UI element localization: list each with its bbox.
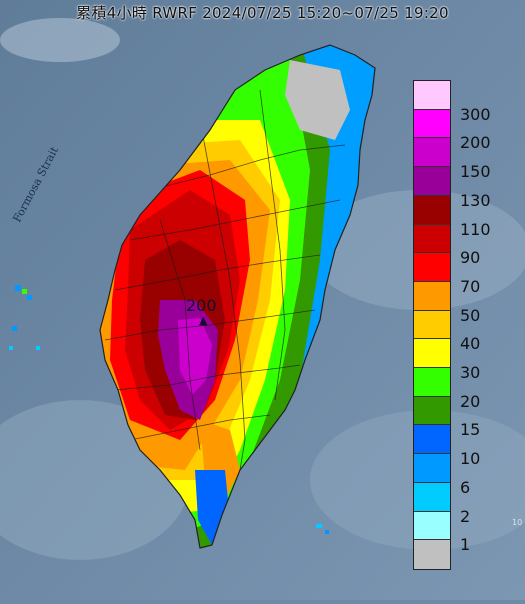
legend-swatch [414,396,450,426]
legend-swatch [414,511,450,541]
rainfall-legend-labels: 300 200 150 130 110 90 70 50 40 30 20 15 10 6 2 1 [460,80,520,568]
legend-swatch [414,138,450,168]
legend-label: 110 [460,219,491,239]
legend-label: 90 [460,248,481,268]
legend-swatch [414,167,450,196]
county-borders [104,89,346,501]
peak-value-label: 200 [186,296,217,315]
legend-swatch [414,195,450,225]
legend-label: 200 [460,133,491,153]
legend-label: 150 [460,162,491,182]
legend-label: 6 [460,477,471,497]
legend-label: 130 [460,190,491,210]
edge-tick-label: 10 [512,518,523,527]
legend-label: 2 [460,506,471,526]
legend-swatch [414,310,450,340]
legend-swatch [414,281,450,311]
legend-label: 50 [460,305,481,325]
rainfall-legend [413,80,451,570]
legend-swatch [414,368,450,397]
legend-swatch [414,482,450,512]
map-title: 累積4小時 RWRF 2024/07/25 15:20~07/25 19:20 [76,4,449,22]
legend-label: 1 [460,535,471,555]
legend-label: 300 [460,104,491,124]
legend-label: 30 [460,363,481,383]
legend-label: 70 [460,276,481,296]
legend-label: 20 [460,391,481,411]
legend-label: 40 [460,334,481,354]
legend-label: 10 [460,449,481,469]
legend-swatch [414,253,450,282]
legend-swatch [414,425,450,455]
legend-swatch [414,339,450,369]
legend-swatch [414,81,450,110]
peak-marker-icon: ▲ [199,314,208,327]
legend-swatch [414,224,450,254]
coastline [99,44,376,549]
legend-swatch [414,540,450,569]
legend-label: 15 [460,420,481,440]
legend-swatch [414,454,450,483]
offshore-echoes [9,285,329,534]
legend-swatch [414,109,450,139]
